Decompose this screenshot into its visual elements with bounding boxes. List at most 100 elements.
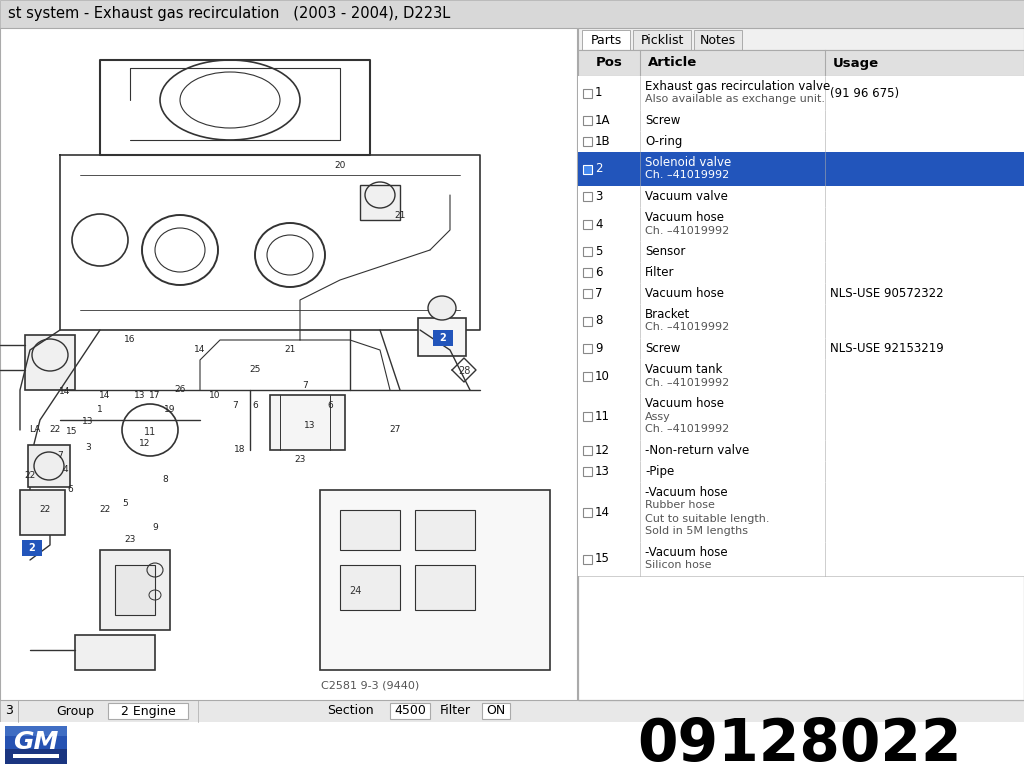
Bar [319, 490, 550, 670]
Bar [583, 137, 592, 146]
Bar [583, 192, 592, 201]
Text: 16: 16 [124, 336, 136, 345]
Bar [578, 110, 1024, 131]
Text: 22: 22 [25, 471, 36, 479]
Bar [583, 446, 592, 455]
Text: C2581 9-3 (9440): C2581 9-3 (9440) [321, 680, 419, 690]
Text: 1: 1 [97, 406, 102, 415]
Text: 24: 24 [349, 586, 361, 596]
Text: 9: 9 [153, 524, 158, 532]
Bar [578, 262, 1024, 283]
Text: 7: 7 [232, 400, 238, 409]
Bar [13, 754, 59, 758]
Bar [578, 207, 1024, 241]
Bar [108, 703, 188, 719]
Bar [578, 50, 1024, 700]
Bar [578, 152, 1024, 186]
Bar [0, 0, 1024, 28]
Bar [583, 344, 592, 353]
Text: LA: LA [30, 425, 41, 435]
Text: Ch. –41019992: Ch. –41019992 [645, 378, 729, 388]
Text: 1: 1 [595, 87, 602, 100]
Text: Vacuum hose: Vacuum hose [645, 287, 724, 300]
Bar [578, 359, 1024, 393]
Bar [360, 185, 400, 220]
Bar [0, 700, 1024, 722]
Text: Solenoid valve: Solenoid valve [645, 156, 731, 169]
Text: 7: 7 [302, 380, 308, 389]
Bar [583, 289, 592, 298]
Bar [578, 186, 1024, 207]
Text: 14: 14 [59, 388, 71, 396]
Bar [482, 703, 510, 719]
Text: 13: 13 [304, 421, 315, 429]
Text: Sensor: Sensor [645, 245, 685, 258]
Text: -Non-return valve: -Non-return valve [645, 444, 750, 457]
Text: -Pipe: -Pipe [645, 465, 674, 478]
Text: 1A: 1A [595, 114, 610, 127]
Bar [578, 393, 1024, 440]
Bar [694, 30, 742, 50]
Bar [583, 467, 592, 476]
Text: Vacuum valve: Vacuum valve [645, 190, 728, 203]
Text: 14: 14 [99, 390, 111, 399]
Text: Ch. –41019992: Ch. –41019992 [645, 170, 729, 180]
Bar [578, 28, 1024, 700]
Bar [583, 412, 592, 421]
Text: 28: 28 [458, 366, 470, 376]
Bar [578, 440, 1024, 461]
Text: 25: 25 [249, 366, 261, 375]
Text: Vacuum hose: Vacuum hose [645, 397, 724, 410]
Text: Silicon hose: Silicon hose [645, 561, 712, 571]
Text: 19: 19 [164, 406, 176, 415]
Text: 22: 22 [99, 505, 111, 515]
Bar [578, 338, 1024, 359]
Text: 2: 2 [595, 163, 602, 176]
Ellipse shape [428, 296, 456, 320]
Text: 17: 17 [150, 390, 161, 399]
Text: 22: 22 [49, 425, 60, 435]
Text: 7: 7 [57, 451, 62, 459]
Bar [5, 726, 67, 764]
Text: 26: 26 [174, 386, 185, 395]
Bar [578, 50, 1024, 700]
Text: st system - Exhaust gas recirculation   (2003 - 2004), D223L: st system - Exhaust gas recirculation (2… [8, 6, 451, 21]
Text: 9: 9 [595, 342, 602, 355]
Bar [578, 542, 1024, 576]
Text: 6: 6 [327, 400, 333, 409]
Bar [583, 508, 592, 517]
Bar [583, 268, 592, 277]
Text: 14: 14 [595, 505, 610, 518]
Text: 12: 12 [595, 444, 610, 457]
Text: 13: 13 [595, 465, 610, 478]
Text: 8: 8 [162, 475, 168, 485]
Bar [578, 304, 1024, 338]
Text: 23: 23 [294, 455, 306, 465]
Bar [583, 88, 592, 98]
Text: 1B: 1B [595, 135, 610, 148]
Bar [578, 76, 1024, 110]
Bar [0, 700, 18, 722]
Text: O-ring: O-ring [645, 135, 682, 148]
Bar [5, 726, 67, 749]
Text: ON: ON [486, 704, 506, 717]
Text: 15: 15 [67, 428, 78, 436]
Text: 12: 12 [139, 439, 151, 448]
Bar [28, 445, 70, 487]
Text: Vacuum tank: Vacuum tank [645, 363, 722, 376]
Text: 6: 6 [595, 266, 602, 279]
Text: 7: 7 [595, 287, 602, 300]
Text: 11: 11 [144, 427, 156, 437]
Text: 6: 6 [68, 485, 73, 495]
Text: Section: Section [327, 704, 374, 717]
Text: 13: 13 [82, 418, 94, 426]
Text: Exhaust gas recirculation valve: Exhaust gas recirculation valve [645, 80, 830, 93]
Text: NLS-USE 90572322: NLS-USE 90572322 [830, 287, 944, 300]
Bar [270, 395, 345, 450]
Text: 23: 23 [124, 535, 136, 545]
Text: Ch. –41019992: Ch. –41019992 [645, 323, 729, 333]
Text: Also available as exchange unit.: Also available as exchange unit. [645, 94, 825, 104]
Text: 11: 11 [595, 410, 610, 423]
Bar [583, 116, 592, 125]
Bar [390, 703, 430, 719]
